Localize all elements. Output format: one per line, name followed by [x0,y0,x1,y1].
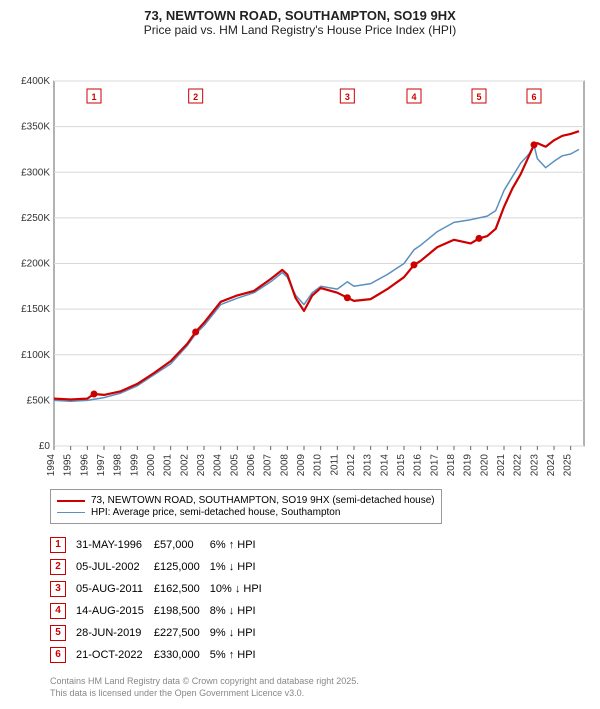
tx-price: £125,000 [154,556,210,578]
svg-text:3: 3 [345,92,350,102]
svg-text:£0: £0 [39,441,51,452]
tx-date: 05-AUG-2011 [76,578,154,600]
svg-text:£150K: £150K [21,304,50,315]
tx-marker: 2 [50,559,66,575]
tx-price: £227,500 [154,622,210,644]
tx-delta: 1% ↓ HPI [210,556,272,578]
svg-text:4: 4 [411,92,416,102]
svg-text:£350K: £350K [21,122,50,133]
chart-subtitle: Price paid vs. HM Land Registry's House … [10,23,590,37]
svg-text:1994: 1994 [46,454,57,477]
tx-date: 14-AUG-2015 [76,600,154,622]
table-row: 1 31-MAY-1996£57,0006% ↑ HPI [50,534,272,556]
price-chart: £0 £50K £100K £150K £200K £250K £300K £350K £400… [10,41,590,481]
table-row: 3 05-AUG-2011£162,50010% ↓ HPI [50,578,272,600]
svg-text:2021: 2021 [496,454,507,477]
svg-text:2024: 2024 [546,454,557,477]
transactions-table: 131-MAY-1996£57,0006% ↑ HPI205-JUL-2002£… [50,534,272,666]
tx-marker: 3 [50,581,66,597]
footer-line-1: Contains HM Land Registry data © Crown c… [50,676,590,688]
svg-text:1: 1 [91,92,96,102]
tx-delta: 5% ↑ HPI [210,644,272,666]
svg-text:2013: 2013 [363,454,374,477]
table-row: 2 05-JUL-2002£125,0001% ↓ HPI [50,556,272,578]
svg-text:2022: 2022 [513,454,524,477]
svg-text:2011: 2011 [329,454,340,476]
tx-date: 05-JUL-2002 [76,556,154,578]
table-row: 4 14-AUG-2015£198,5008% ↓ HPI [50,600,272,622]
tx-price: £330,000 [154,644,210,666]
tx-date: 31-MAY-1996 [76,534,154,556]
svg-text:2006: 2006 [246,454,257,477]
svg-text:1998: 1998 [113,454,124,477]
svg-text:2004: 2004 [213,454,224,477]
svg-text:2014: 2014 [379,454,390,477]
tx-delta: 9% ↓ HPI [210,622,272,644]
legend-swatch [57,500,85,502]
svg-text:2: 2 [193,92,198,102]
tx-delta: 10% ↓ HPI [210,578,272,600]
tx-delta: 6% ↑ HPI [210,534,272,556]
svg-text:2001: 2001 [163,454,174,477]
svg-text:£200K: £200K [21,259,50,270]
svg-text:1999: 1999 [129,454,140,477]
legend-row: HPI: Average price, semi-detached house,… [57,507,435,518]
svg-text:1995: 1995 [63,454,74,477]
svg-text:2000: 2000 [146,454,157,477]
svg-text:2015: 2015 [396,454,407,477]
tx-marker: 6 [50,647,66,663]
tx-price: £57,000 [154,534,210,556]
legend-row: 73, NEWTOWN ROAD, SOUTHAMPTON, SO19 9HX … [57,495,435,506]
svg-text:2010: 2010 [313,454,324,477]
svg-text:2018: 2018 [446,454,457,477]
tx-marker: 4 [50,603,66,619]
svg-text:2007: 2007 [263,454,274,477]
svg-text:£300K: £300K [21,167,50,178]
svg-text:£250K: £250K [21,213,50,224]
chart-title: 73, NEWTOWN ROAD, SOUTHAMPTON, SO19 9HX [10,8,590,23]
svg-text:£400K: £400K [21,76,50,87]
svg-text:2009: 2009 [296,454,307,477]
table-row: 6 21-OCT-2022£330,0005% ↑ HPI [50,644,272,666]
svg-text:2020: 2020 [479,454,490,477]
svg-text:£50K: £50K [27,395,51,406]
svg-text:2012: 2012 [346,454,357,477]
tx-marker: 1 [50,537,66,553]
svg-text:£100K: £100K [21,350,50,361]
svg-text:2002: 2002 [179,454,190,477]
tx-date: 21-OCT-2022 [76,644,154,666]
tx-price: £198,500 [154,600,210,622]
tx-date: 28-JUN-2019 [76,622,154,644]
legend-swatch [57,512,85,513]
svg-text:2008: 2008 [279,454,290,477]
tx-marker: 5 [50,625,66,641]
svg-text:1996: 1996 [79,454,90,477]
svg-text:6: 6 [531,92,536,102]
legend: 73, NEWTOWN ROAD, SOUTHAMPTON, SO19 9HX … [50,489,442,524]
svg-text:2016: 2016 [413,454,424,477]
svg-text:1997: 1997 [96,454,107,477]
tx-delta: 8% ↓ HPI [210,600,272,622]
svg-text:2003: 2003 [196,454,207,477]
tx-price: £162,500 [154,578,210,600]
svg-text:2005: 2005 [229,454,240,477]
legend-label: 73, NEWTOWN ROAD, SOUTHAMPTON, SO19 9HX … [91,495,435,506]
footer-line-2: This data is licensed under the Open Gov… [50,688,590,700]
svg-text:2019: 2019 [463,454,474,477]
table-row: 5 28-JUN-2019£227,5009% ↓ HPI [50,622,272,644]
legend-label: HPI: Average price, semi-detached house,… [91,507,340,518]
svg-text:2025: 2025 [563,454,574,477]
svg-text:5: 5 [476,92,481,102]
svg-text:2023: 2023 [529,454,540,477]
svg-text:2017: 2017 [429,454,440,477]
